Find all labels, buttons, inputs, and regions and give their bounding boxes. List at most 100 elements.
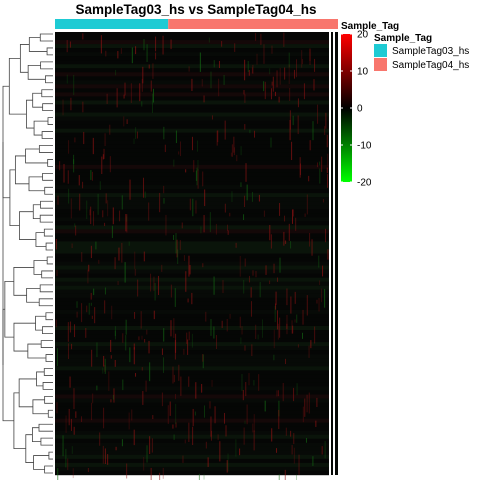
dendrogram-branch (25, 434, 34, 463)
heatmap-cell (233, 136, 235, 153)
heatmap-cell (99, 432, 101, 446)
heatmap-row (55, 346, 329, 351)
heatmap-cell (244, 420, 246, 425)
heatmap-cell (243, 427, 245, 445)
heatmap-cell (133, 429, 135, 446)
heatmap-cell (253, 380, 255, 386)
heatmap-cell (148, 202, 150, 221)
heatmap-cell (148, 340, 150, 354)
heatmap-cell (70, 97, 72, 111)
heatmap-row (55, 124, 329, 129)
heatmap-row (55, 261, 329, 266)
heatmap-cell (285, 358, 287, 365)
heatmap-cell (88, 264, 90, 272)
heatmap-cell (144, 191, 146, 199)
heatmap-row (55, 309, 329, 315)
heatmap-cell (135, 373, 137, 377)
heatmap-cell (142, 66, 144, 84)
heatmap-cell (91, 315, 93, 319)
heatmap-cell (114, 326, 116, 340)
dendrogram-branch (46, 47, 53, 56)
heatmap-row (55, 245, 329, 250)
heatmap-row (55, 36, 329, 41)
heatmap-cell (272, 76, 274, 92)
heatmap-cell (115, 69, 117, 76)
heatmap-cell (91, 171, 93, 181)
heatmap-cell (230, 152, 232, 157)
heatmap-cell (279, 257, 281, 273)
heatmap-cell (201, 79, 203, 87)
heatmap-cell (273, 263, 275, 274)
heatmap-cell (177, 249, 179, 265)
heatmap-cell (314, 58, 316, 72)
heatmap-cell (288, 64, 290, 85)
heatmap-row (55, 257, 329, 262)
heatmap-cell (121, 439, 123, 447)
heatmap-cell (240, 182, 242, 188)
heatmap-cell (193, 160, 195, 173)
heatmap-cell (291, 320, 293, 334)
heatmap-cell (151, 438, 153, 453)
heatmap-cell (286, 288, 288, 306)
heatmap-cell (179, 141, 181, 157)
heatmap-row (55, 112, 329, 117)
heatmap-cell (322, 265, 324, 277)
heatmap-row (55, 466, 329, 472)
dendrogram-branch (40, 437, 53, 446)
heatmap-cell (293, 433, 295, 444)
heatmap-cell (162, 35, 164, 55)
heatmap-row (55, 418, 329, 423)
heatmap-cell (217, 434, 219, 440)
heatmap-cell (252, 423, 254, 433)
color-scale-tick-label: 0 (357, 104, 363, 115)
heatmap-row (55, 442, 329, 448)
heatmap-cell (213, 326, 215, 339)
color-scale-tick-label: -20 (357, 178, 372, 189)
heatmap-cell (112, 207, 114, 225)
heatmap-cell (68, 140, 70, 154)
heatmap-cell (319, 280, 321, 285)
heatmap-cell (288, 52, 290, 68)
dendrogram-branch (48, 451, 53, 460)
heatmap-cell (244, 258, 246, 267)
legend-label: SampleTag04_hs (392, 60, 469, 71)
heatmap-cell (316, 397, 318, 407)
heatmap-cell (175, 130, 177, 144)
heatmap-cell (270, 88, 272, 100)
heatmap-cell (114, 359, 116, 367)
heatmap-cell (249, 129, 251, 134)
heatmap-cell (82, 181, 84, 189)
heatmap-row (55, 160, 329, 166)
heatmap-cell (130, 83, 132, 103)
heatmap-row (55, 414, 329, 419)
heatmap-cell (309, 232, 311, 247)
heatmap-cell (298, 454, 300, 475)
heatmap-cell (327, 174, 329, 188)
heatmap-cell (67, 322, 69, 342)
heatmap-cell (163, 328, 165, 342)
heatmap-cell (321, 446, 323, 455)
heatmap-cell (103, 355, 105, 367)
heatmap-cell (104, 222, 106, 227)
heatmap-cell (70, 418, 72, 431)
heatmap-cell (104, 287, 106, 295)
annotation-segment-SampleTag04_hs (168, 19, 338, 29)
heatmap-cell (124, 82, 126, 96)
heatmap-cell (141, 101, 143, 107)
heatmap-cell (273, 329, 275, 349)
dendrogram-branch (33, 455, 49, 470)
heatmap-cell (57, 195, 59, 205)
heatmap-row (55, 92, 329, 97)
heatmap-cell (283, 231, 285, 246)
heatmap-row (55, 225, 329, 230)
heatmap-cell (271, 45, 273, 54)
heatmap-cell (62, 99, 64, 116)
heatmap-cell (158, 275, 160, 296)
heatmap-cell (87, 467, 89, 473)
heatmap-cell (278, 400, 280, 417)
heatmap-row (55, 406, 329, 411)
heatmap-cell (189, 198, 191, 211)
heatmap-cell (94, 307, 96, 324)
heatmap-cell (308, 345, 310, 358)
heatmap-cell (66, 74, 68, 84)
